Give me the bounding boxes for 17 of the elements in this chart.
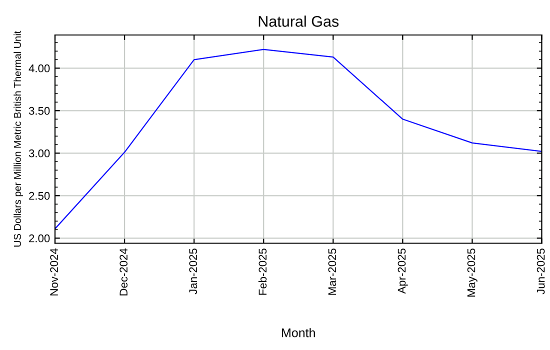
x-tick-label: Apr-2025 <box>398 248 408 294</box>
x-axis-title: Month <box>282 328 315 338</box>
y-tick-label: 4.00 <box>28 64 50 72</box>
x-tick-label: Jun-2025 <box>536 248 545 294</box>
x-tick-label: Feb-2025 <box>258 248 267 295</box>
y-tick-label: 2.50 <box>29 192 50 200</box>
x-tick-label: Jan-2025 <box>189 248 198 294</box>
y-tick-label: 3.00 <box>28 149 50 158</box>
x-tick-label: Nov-2024 <box>50 248 58 296</box>
y-axis-title: US Dollars per Million Metric British Thermal Unit <box>14 30 23 247</box>
line-series <box>55 48 542 230</box>
y-tick-label: 3.50 <box>28 106 50 115</box>
x-tick-label: May-2025 <box>467 248 478 297</box>
x-tick-label: Mar-2025 <box>328 248 336 295</box>
x-tick-label: Dec-2024 <box>120 248 128 296</box>
y-tick-label: 2.00 <box>29 234 50 242</box>
chart-title: Natural Gas <box>258 16 339 27</box>
